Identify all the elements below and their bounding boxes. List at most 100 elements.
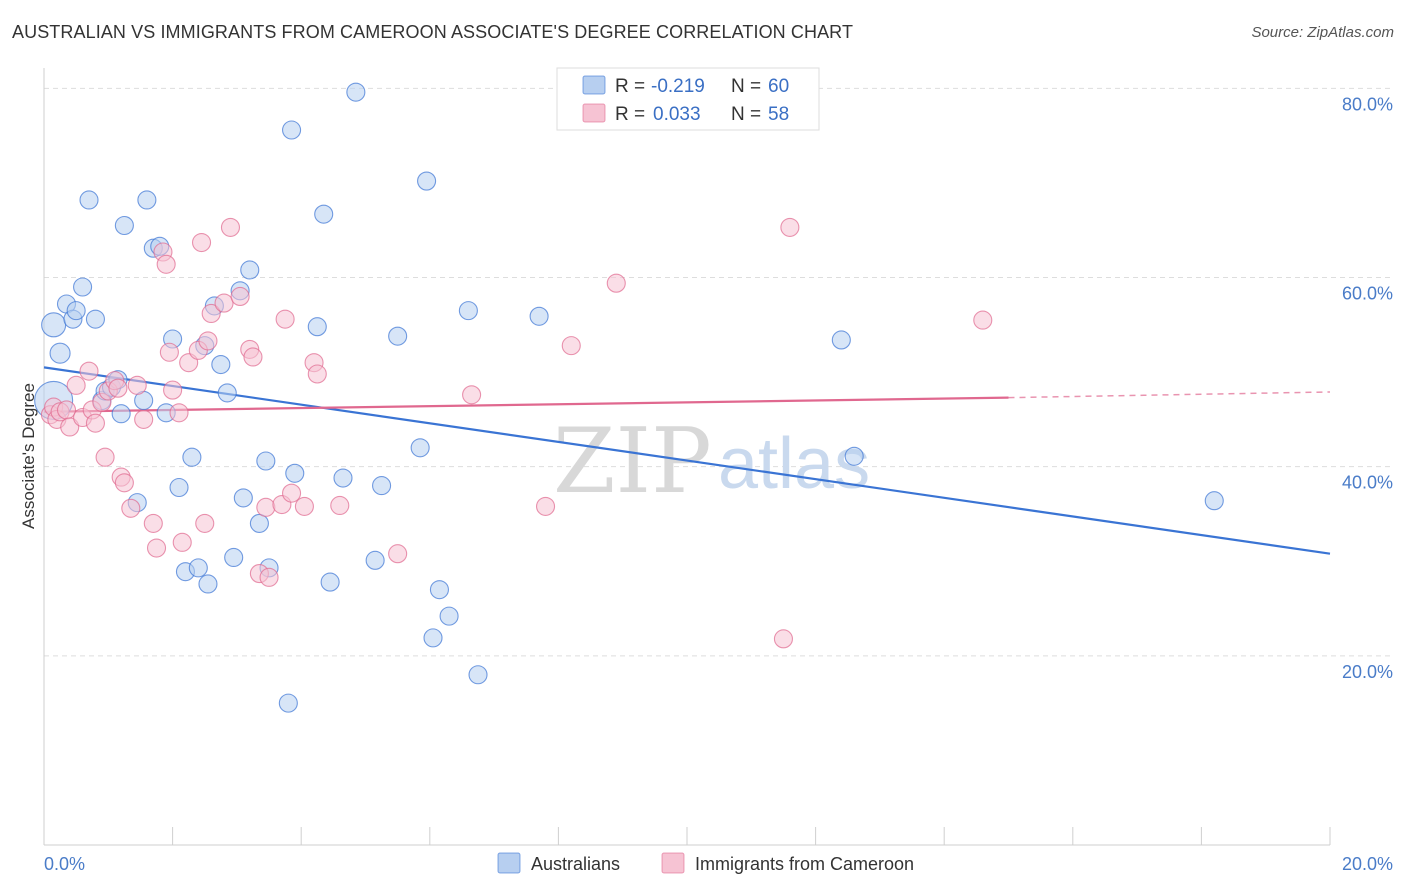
- point-cameroon: [230, 286, 250, 306]
- y-axis-label: Associate's Degree: [19, 383, 38, 529]
- point-cameroon: [294, 496, 314, 516]
- point-australians: [439, 606, 459, 626]
- legend-r-value-australians: -0.219: [651, 76, 705, 97]
- point-australians: [410, 438, 430, 458]
- y-tick-label: 40.0%: [1342, 473, 1393, 493]
- y-tick-label: 20.0%: [1342, 662, 1393, 682]
- point-cameroon: [198, 331, 218, 351]
- point-cameroon: [282, 483, 302, 503]
- legend-r-label-1: R =: [615, 76, 645, 97]
- point-australians: [388, 326, 408, 346]
- bottom-legend-swatch-australians: [497, 852, 521, 874]
- point-australians: [66, 301, 86, 321]
- point-cameroon: [134, 409, 154, 429]
- point-cameroon: [256, 497, 276, 517]
- point-australians: [314, 204, 334, 224]
- point-australians: [240, 260, 260, 280]
- point-australians: [73, 277, 93, 297]
- point-cameroon: [388, 544, 408, 564]
- legend-n-label-1: N =: [731, 76, 761, 97]
- legend-n-value-cameroon: 58: [768, 104, 789, 125]
- point-australians: [468, 665, 488, 685]
- point-cameroon: [561, 336, 581, 356]
- point-australians: [320, 572, 340, 592]
- point-cameroon: [114, 473, 134, 493]
- point-australians: [249, 513, 269, 533]
- trend-line-australians: [43, 366, 1331, 555]
- bottom-legend-label-cameroon: Immigrants from Cameroon: [695, 854, 914, 874]
- point-cameroon: [195, 513, 215, 533]
- point-cameroon: [307, 364, 327, 384]
- point-australians: [458, 301, 478, 321]
- point-cameroon: [56, 400, 77, 420]
- point-australians: [256, 451, 276, 471]
- point-australians: [529, 306, 549, 326]
- point-cameroon: [169, 403, 189, 423]
- bottom-legend-swatch-cameroon: [661, 852, 685, 874]
- point-australians: [111, 404, 131, 424]
- point-australians: [831, 330, 851, 350]
- watermark: ZIP atlas: [553, 409, 870, 514]
- point-australians: [346, 82, 366, 102]
- point-australians: [182, 447, 202, 467]
- watermark-atlas: atlas: [718, 424, 870, 504]
- point-cameroon: [275, 309, 295, 329]
- point-cameroon: [535, 496, 556, 516]
- point-australians: [1204, 491, 1224, 511]
- point-cameroon: [330, 495, 350, 516]
- point-cameroon: [95, 447, 115, 467]
- point-australians: [169, 477, 189, 498]
- x-tick-label-max: 20.0%: [1342, 854, 1393, 874]
- point-cameroon: [259, 567, 279, 587]
- point-australians: [137, 190, 157, 210]
- point-cameroon: [156, 254, 176, 274]
- gridlines: [44, 87, 1392, 657]
- legend-r-value-cameroon: 0.033: [653, 104, 701, 125]
- point-australians: [372, 476, 392, 496]
- point-australians: [423, 628, 443, 648]
- point-australians: [429, 580, 449, 600]
- point-australians: [278, 693, 298, 713]
- point-cameroon: [60, 417, 80, 437]
- x-tick-label-min: 0.0%: [44, 854, 85, 874]
- bottom-legend-label-australians: Australians: [531, 854, 620, 874]
- point-cameroon: [159, 342, 179, 362]
- point-australians: [49, 342, 71, 364]
- point-australians: [417, 171, 437, 191]
- point-australians: [198, 574, 218, 594]
- point-cameroon: [780, 217, 800, 237]
- point-cameroon: [79, 361, 99, 381]
- point-cameroon: [172, 532, 192, 552]
- point-australians: [79, 190, 99, 210]
- point-australians: [333, 468, 353, 488]
- point-cameroon: [66, 375, 86, 395]
- point-cameroon: [143, 513, 163, 533]
- point-cameroon: [606, 273, 626, 293]
- point-australians: [233, 488, 253, 508]
- point-cameroon: [191, 232, 212, 253]
- point-cameroon: [201, 303, 221, 324]
- point-australians: [41, 312, 67, 338]
- trend-line-cameroon: [43, 396, 1009, 413]
- point-cameroon: [462, 385, 482, 405]
- stats-legend: R = -0.219 N = 60 R = 0.033 N = 58: [556, 67, 820, 131]
- point-cameroon: [773, 629, 794, 649]
- point-australians: [844, 446, 864, 466]
- source-label: Source: ZipAtlas.com: [1251, 24, 1394, 41]
- point-cameroon: [146, 538, 167, 558]
- legend-n-label-2: N =: [731, 104, 761, 125]
- y-tick-labels: 20.0% 40.0% 60.0% 80.0%: [1342, 94, 1393, 681]
- point-australians: [217, 383, 237, 403]
- point-cameroon: [121, 498, 141, 518]
- point-australians: [307, 317, 327, 337]
- point-cameroon: [220, 217, 241, 237]
- axes: [43, 68, 1331, 846]
- series-legend: Australians Immigrants from Cameroon: [497, 852, 914, 874]
- point-australians: [282, 120, 302, 140]
- point-cameroon: [243, 347, 263, 367]
- chart-title: AUSTRALIAN VS IMMIGRANTS FROM CAMEROON A…: [12, 22, 854, 42]
- trend-line-extension-cameroon: [1008, 391, 1331, 399]
- point-cameroon: [973, 310, 993, 330]
- data-points: [34, 82, 1224, 713]
